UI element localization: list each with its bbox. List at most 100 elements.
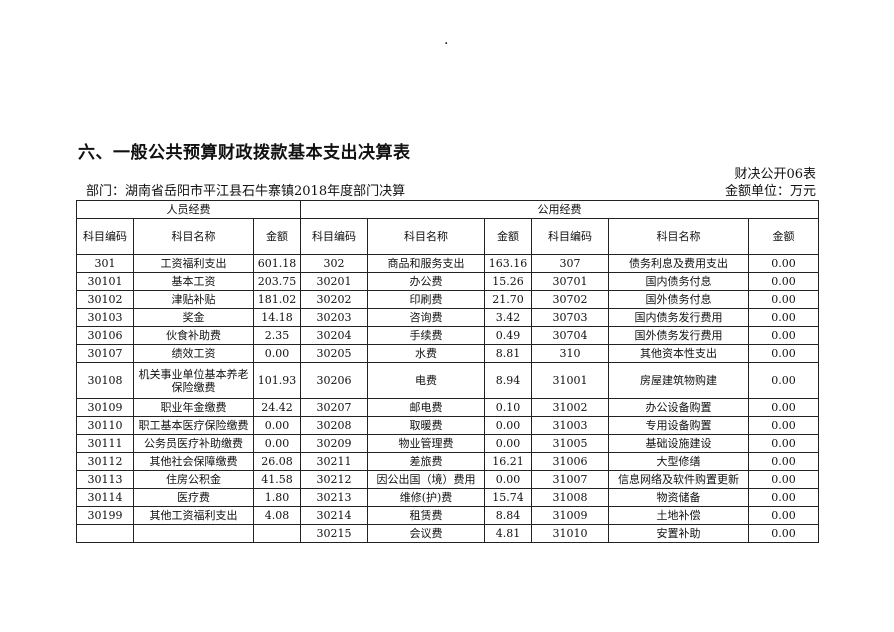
table-cell: 8.94: [484, 362, 532, 399]
table-cell: 0.00: [748, 254, 819, 273]
table-cell: 0.00: [748, 290, 819, 309]
table-cell: 30107: [76, 344, 134, 363]
column-header: 科目编码: [76, 218, 134, 255]
table-row: 30103 奖金 14.18 30203 咨询费 3.42 30703 国内债务发行费用 0.0…: [76, 308, 819, 327]
table-cell: 国内债务付息: [608, 272, 749, 291]
table-cell: 30199: [76, 506, 134, 525]
table-row: 30114 医疗费 1.80 30213 维修(护)费 15.74 31008 物资储备 0.0…: [76, 488, 819, 507]
table-cell: 0.00: [484, 434, 532, 453]
table-cell: 4.08: [253, 506, 301, 525]
table-cell: 16.21: [484, 452, 532, 471]
table-cell: 房屋建筑物购建: [608, 362, 749, 399]
table-cell: 差旅费: [367, 452, 485, 471]
table-cell: 15.26: [484, 272, 532, 291]
table-cell: 30208: [300, 416, 368, 435]
table-cell: 26.08: [253, 452, 301, 471]
table-cell: 31008: [531, 488, 609, 507]
table-cell: 会议费: [367, 524, 485, 543]
table-cell: 203.75: [253, 272, 301, 291]
table-cell: 国内债务发行费用: [608, 308, 749, 327]
column-header: 金额: [484, 218, 532, 255]
table-cell: 信息网络及软件购置更新: [608, 470, 749, 489]
table-cell: [76, 524, 134, 543]
table-cell: 0.00: [748, 344, 819, 363]
table-row: 30199 其他工资福利支出 4.08 30214 租赁费 8.84 31009 土地补偿 0.…: [76, 506, 819, 525]
table-cell: 债务利息及费用支出: [608, 254, 749, 273]
table-cell: 0.00: [748, 488, 819, 507]
table-cell: 职业年金缴费: [133, 398, 254, 417]
group-header-public: 公用经费: [300, 200, 819, 219]
table-cell: 大型修缮: [608, 452, 749, 471]
table-cell: 30206: [300, 362, 368, 399]
table-cell: 301: [76, 254, 134, 273]
unit-label: 金额单位：万元: [724, 184, 816, 199]
table-cell: 商品和服务支出: [367, 254, 485, 273]
table-cell: 0.00: [748, 524, 819, 543]
table-cell: 专用设备购置: [608, 416, 749, 435]
table-cell: 0.00: [748, 452, 819, 471]
table-row: 30112 其他社会保障缴费 26.08 30211 差旅费 16.21 31006 大型修缮…: [76, 452, 819, 471]
table-cell: 国外债务发行费用: [608, 326, 749, 345]
table-cell: 办公设备购置: [608, 398, 749, 417]
table-cell: 咨询费: [367, 308, 485, 327]
table-cell: 31002: [531, 398, 609, 417]
table-cell: 0.00: [748, 308, 819, 327]
table-cell: 印刷费: [367, 290, 485, 309]
table-cell: 601.18: [253, 254, 301, 273]
table-cell: 水费: [367, 344, 485, 363]
table-cell: 30202: [300, 290, 368, 309]
table-cell: 30209: [300, 434, 368, 453]
table-cell: 1.80: [253, 488, 301, 507]
table-cell: [133, 524, 254, 543]
table-cell: 31001: [531, 362, 609, 399]
table-cell: 0.00: [484, 470, 532, 489]
table-cell: 8.81: [484, 344, 532, 363]
table-cell: 30108: [76, 362, 134, 399]
table-cell: 30701: [531, 272, 609, 291]
table-cell: 30110: [76, 416, 134, 435]
table-cell: 30114: [76, 488, 134, 507]
table-cell: 4.81: [484, 524, 532, 543]
table-cell: 21.70: [484, 290, 532, 309]
column-header: 科目名称: [367, 218, 485, 255]
column-header: 科目名称: [608, 218, 749, 255]
table-cell: 31003: [531, 416, 609, 435]
table-cell: 伙食补助费: [133, 326, 254, 345]
table-cell: 41.58: [253, 470, 301, 489]
table-cell: 0.00: [748, 272, 819, 291]
table-row: 30215 会议费 4.81 31010 安置补助 0.00: [76, 524, 819, 543]
table-cell: 机关事业单位基本养老保险缴费: [133, 362, 254, 399]
table-cell: 0.00: [748, 470, 819, 489]
table-cell: 职工基本医疗保险缴费: [133, 416, 254, 435]
table-cell: 30101: [76, 272, 134, 291]
table-cell: 30106: [76, 326, 134, 345]
page-title: 六、一般公共预算财政拨款基本支出决算表: [78, 143, 411, 163]
table-cell: 302: [300, 254, 368, 273]
table-cell: 0.00: [253, 416, 301, 435]
table-cell: 30704: [531, 326, 609, 345]
table-cell: 医疗费: [133, 488, 254, 507]
top-mark: .: [444, 32, 449, 48]
column-header: 金额: [253, 218, 301, 255]
table-row: 30106 伙食补助费 2.35 30204 手续费 0.49 30704 国外债务发行费用 0…: [76, 326, 819, 345]
table-cell: 其他社会保障缴费: [133, 452, 254, 471]
table-cell: 163.16: [484, 254, 532, 273]
table-cell: 14.18: [253, 308, 301, 327]
table-cell: 30702: [531, 290, 609, 309]
table-cell: 31009: [531, 506, 609, 525]
table-cell: 31005: [531, 434, 609, 453]
table-cell: 30207: [300, 398, 368, 417]
table-cell: 30109: [76, 398, 134, 417]
table-cell: 办公费: [367, 272, 485, 291]
table-cell: 绩效工资: [133, 344, 254, 363]
table-cell: 307: [531, 254, 609, 273]
table-cell: 31010: [531, 524, 609, 543]
table-cell: 3.42: [484, 308, 532, 327]
table-cell: 公务员医疗补助缴费: [133, 434, 254, 453]
table-cell: 181.02: [253, 290, 301, 309]
column-header: 科目编码: [300, 218, 368, 255]
table-cell: 租赁费: [367, 506, 485, 525]
table-cell: 0.00: [748, 362, 819, 399]
table-cell: 30205: [300, 344, 368, 363]
table-row: 301 工资福利支出 601.18 302 商品和服务支出 163.16 307 债务利息及费…: [76, 254, 819, 273]
